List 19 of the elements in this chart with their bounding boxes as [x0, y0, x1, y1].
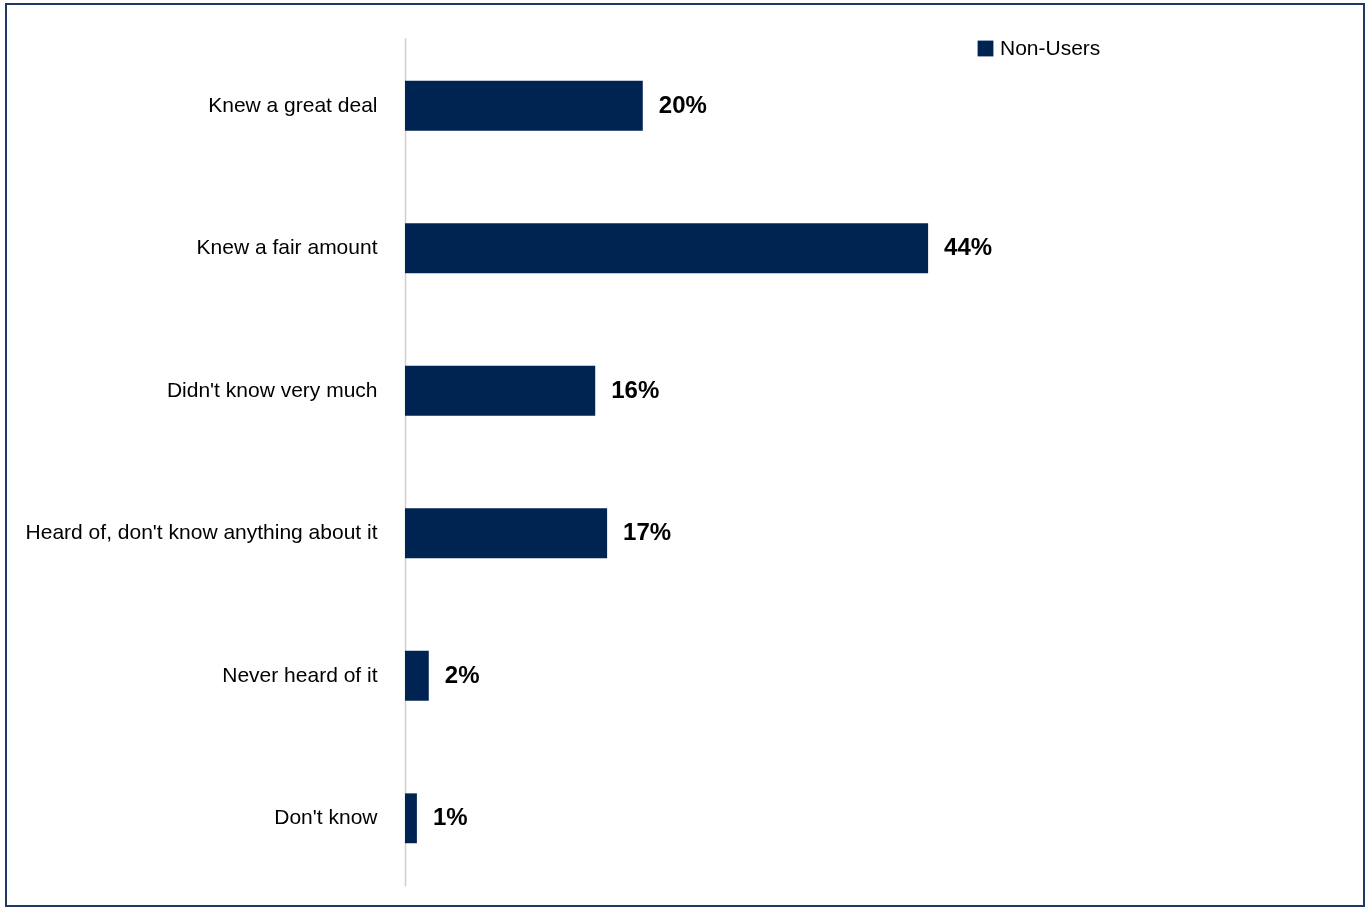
data-label: 2%: [444, 660, 480, 688]
y-tick-label: Knew a great deal: [208, 92, 378, 116]
data-label: 44%: [944, 233, 993, 261]
y-tick-label: Don't know: [274, 805, 379, 829]
y-tick-label: Never heard of it: [222, 662, 378, 686]
data-label: 1%: [432, 803, 468, 831]
data-label: 16%: [611, 375, 660, 403]
bar: [405, 793, 417, 844]
bar: [405, 223, 929, 274]
bar: [405, 650, 429, 701]
bar: [405, 80, 643, 131]
legend-label: Non-Users: [1000, 35, 1101, 59]
y-tick-label: Didn't know very much: [166, 377, 378, 401]
data-label: 20%: [658, 90, 707, 118]
y-tick-label: Heard of, don't know anything about it: [25, 520, 378, 544]
bar: [405, 508, 608, 559]
data-label: 17%: [623, 518, 672, 546]
bar: [405, 365, 596, 416]
y-tick-label: Knew a fair amount: [196, 235, 378, 259]
